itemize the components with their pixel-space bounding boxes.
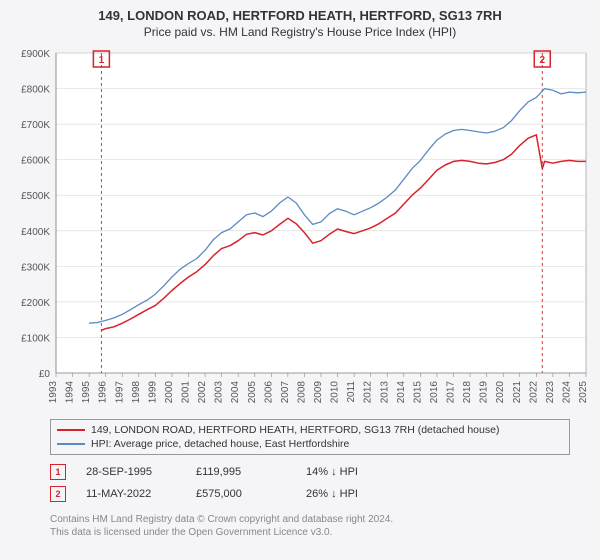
svg-text:2009: 2009 bbox=[313, 381, 324, 404]
svg-text:£500K: £500K bbox=[21, 191, 50, 202]
svg-text:£200K: £200K bbox=[21, 298, 50, 309]
svg-text:£600K: £600K bbox=[21, 156, 50, 167]
svg-text:2007: 2007 bbox=[280, 381, 291, 404]
svg-text:2010: 2010 bbox=[330, 381, 341, 404]
svg-text:2023: 2023 bbox=[545, 381, 556, 404]
legend-row: 149, LONDON ROAD, HERTFORD HEATH, HERTFO… bbox=[57, 423, 563, 437]
svg-text:2016: 2016 bbox=[429, 381, 440, 404]
legend-swatch bbox=[57, 443, 85, 445]
footer-line-1: Contains HM Land Registry data © Crown c… bbox=[50, 513, 570, 526]
sale-row: 2 11-MAY-2022 £575,000 26% ↓ HPI bbox=[50, 483, 570, 505]
sale-date: 28-SEP-1995 bbox=[86, 466, 176, 478]
chart-subtitle: Price paid vs. HM Land Registry's House … bbox=[0, 23, 600, 43]
svg-text:2006: 2006 bbox=[263, 381, 274, 404]
svg-text:2000: 2000 bbox=[164, 381, 175, 404]
chart-area: £0 £100K £200K £300K £400K £500K £600K £700K £80… bbox=[0, 43, 600, 413]
legend-swatch bbox=[57, 429, 85, 431]
svg-text:£400K: £400K bbox=[21, 227, 50, 238]
svg-text:2001: 2001 bbox=[181, 381, 192, 404]
sale-price: £575,000 bbox=[196, 488, 286, 500]
svg-text:2: 2 bbox=[539, 55, 545, 66]
svg-text:2015: 2015 bbox=[412, 381, 423, 404]
svg-text:1: 1 bbox=[99, 55, 105, 66]
svg-text:1995: 1995 bbox=[81, 381, 92, 404]
footer-line-2: This data is licensed under the Open Gov… bbox=[50, 526, 570, 539]
svg-text:2019: 2019 bbox=[479, 381, 490, 404]
legend-label: HPI: Average price, detached house, East… bbox=[91, 438, 349, 450]
svg-text:2003: 2003 bbox=[214, 381, 225, 404]
svg-text:2002: 2002 bbox=[197, 381, 208, 404]
sale-marker-box: 2 bbox=[50, 486, 66, 502]
sale-delta: 26% ↓ HPI bbox=[306, 488, 396, 500]
svg-text:2008: 2008 bbox=[296, 381, 307, 404]
svg-text:£800K: £800K bbox=[21, 85, 50, 96]
svg-text:2012: 2012 bbox=[363, 381, 374, 404]
svg-text:1993: 1993 bbox=[48, 381, 59, 404]
sale-price: £119,995 bbox=[196, 466, 286, 478]
svg-text:£100K: £100K bbox=[21, 333, 50, 344]
sale-delta: 14% ↓ HPI bbox=[306, 466, 396, 478]
svg-text:2018: 2018 bbox=[462, 381, 473, 404]
svg-text:£300K: £300K bbox=[21, 262, 50, 273]
svg-text:2014: 2014 bbox=[396, 381, 407, 404]
sale-markers: 1 28-SEP-1995 £119,995 14% ↓ HPI 2 11-MAY-202… bbox=[50, 461, 570, 505]
legend: 149, LONDON ROAD, HERTFORD HEATH, HERTFO… bbox=[50, 419, 570, 455]
svg-text:2013: 2013 bbox=[379, 381, 390, 404]
sale-row: 1 28-SEP-1995 £119,995 14% ↓ HPI bbox=[50, 461, 570, 483]
svg-text:1998: 1998 bbox=[131, 381, 142, 404]
svg-text:2004: 2004 bbox=[230, 381, 241, 404]
svg-text:1994: 1994 bbox=[65, 381, 76, 404]
sale-marker-box: 1 bbox=[50, 464, 66, 480]
footer-licence: Contains HM Land Registry data © Crown c… bbox=[50, 513, 570, 539]
svg-text:2022: 2022 bbox=[528, 381, 539, 404]
svg-text:2017: 2017 bbox=[446, 381, 457, 404]
line-chart-svg: £0 £100K £200K £300K £400K £500K £600K £700K £80… bbox=[0, 43, 600, 413]
svg-text:2025: 2025 bbox=[578, 381, 589, 404]
svg-text:2005: 2005 bbox=[247, 381, 258, 404]
svg-text:2020: 2020 bbox=[495, 381, 506, 404]
svg-text:1997: 1997 bbox=[114, 381, 125, 404]
svg-text:1999: 1999 bbox=[147, 381, 158, 404]
svg-text:2011: 2011 bbox=[346, 381, 357, 403]
chart-container: 149, LONDON ROAD, HERTFORD HEATH, HERTFO… bbox=[0, 0, 600, 560]
sale-date: 11-MAY-2022 bbox=[86, 488, 176, 500]
legend-row: HPI: Average price, detached house, East… bbox=[57, 437, 563, 451]
legend-label: 149, LONDON ROAD, HERTFORD HEATH, HERTFO… bbox=[91, 424, 499, 436]
svg-text:2021: 2021 bbox=[512, 381, 523, 404]
svg-text:2024: 2024 bbox=[561, 381, 572, 404]
chart-title: 149, LONDON ROAD, HERTFORD HEATH, HERTFO… bbox=[0, 0, 600, 23]
svg-text:£900K: £900K bbox=[21, 49, 50, 60]
svg-text:£700K: £700K bbox=[21, 120, 50, 131]
svg-text:£0: £0 bbox=[39, 369, 51, 380]
svg-text:1996: 1996 bbox=[98, 381, 109, 404]
